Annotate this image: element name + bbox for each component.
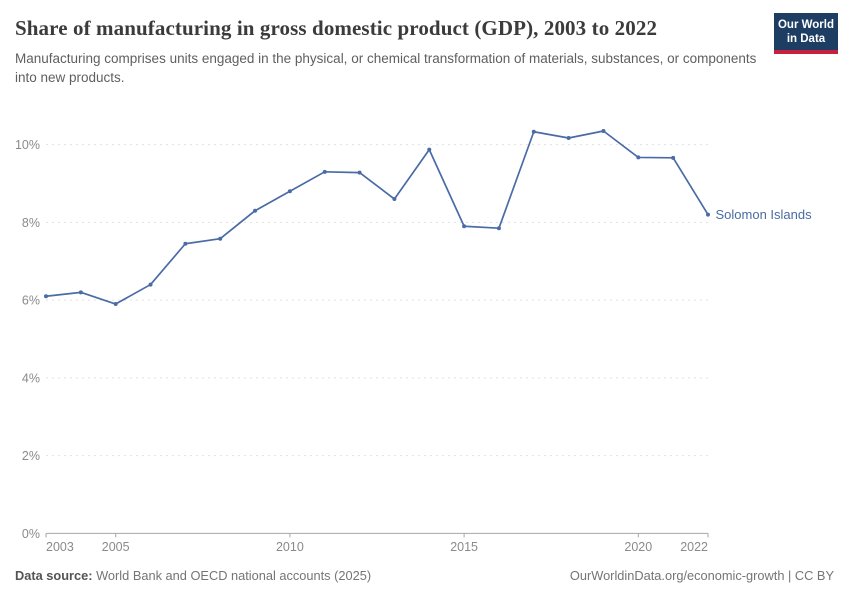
x-tick-label: 2010 (276, 540, 304, 554)
data-point-marker (462, 224, 467, 229)
x-tick-label: 2005 (102, 540, 130, 554)
x-tick-label: 2022 (680, 540, 708, 554)
data-point-marker (601, 128, 606, 133)
chart-footer: Data source: World Bank and OECD nationa… (15, 568, 834, 583)
logo-line2: in Data (786, 33, 826, 45)
data-point-marker (392, 197, 397, 202)
data-point-marker (287, 189, 292, 194)
chart-canvas[interactable]: 0% 2% 4% 6% 8% 10% 2003 2005 2010 2015 2020 2022 Sol… (0, 110, 850, 558)
series-line (45, 130, 709, 305)
data-point-marker (706, 212, 710, 217)
data-point-marker (218, 236, 223, 241)
series-label: Solomon Islands (716, 207, 813, 222)
data-point-marker (44, 294, 48, 299)
y-tick-label: 10% (15, 138, 40, 152)
data-point-marker (531, 129, 536, 134)
owid-logo[interactable]: Our World in Data (774, 13, 838, 54)
data-point-marker (566, 135, 571, 140)
data-point-marker (183, 241, 188, 246)
chart-header: Share of manufacturing in gross domestic… (15, 13, 838, 87)
x-tick-label: 2015 (450, 540, 478, 554)
logo-line1: Our World (777, 19, 834, 31)
x-tick-label: 2003 (46, 540, 74, 554)
y-tick-label: 0% (22, 527, 40, 541)
data-point-marker (78, 290, 83, 295)
y-tick-label: 2% (22, 449, 40, 463)
data-point-marker (671, 155, 676, 160)
footer-link[interactable]: OurWorldinData.org/economic-growth | CC … (569, 568, 834, 583)
data-point-marker (427, 147, 432, 152)
data-point-marker (253, 208, 258, 213)
y-tick-label: 6% (22, 294, 40, 308)
y-tick-label: 4% (22, 371, 40, 385)
chart-title: Share of manufacturing in gross domestic… (15, 16, 658, 40)
data-point-marker (496, 226, 501, 231)
data-source: Data source: World Bank and OECD nationa… (15, 568, 371, 583)
x-tick-label: 2020 (624, 540, 652, 554)
data-point-marker (113, 302, 118, 307)
y-tick-label: 8% (22, 216, 40, 230)
data-point-marker (357, 170, 362, 175)
data-source-text: World Bank and OECD national accounts (2… (92, 568, 372, 583)
data-source-label: Data source: (15, 568, 93, 583)
data-point-marker (322, 169, 327, 174)
data-point-marker (636, 155, 641, 160)
data-point-marker (148, 282, 153, 287)
chart-subtitle: Manufacturing comprises units engaged in… (15, 51, 757, 85)
